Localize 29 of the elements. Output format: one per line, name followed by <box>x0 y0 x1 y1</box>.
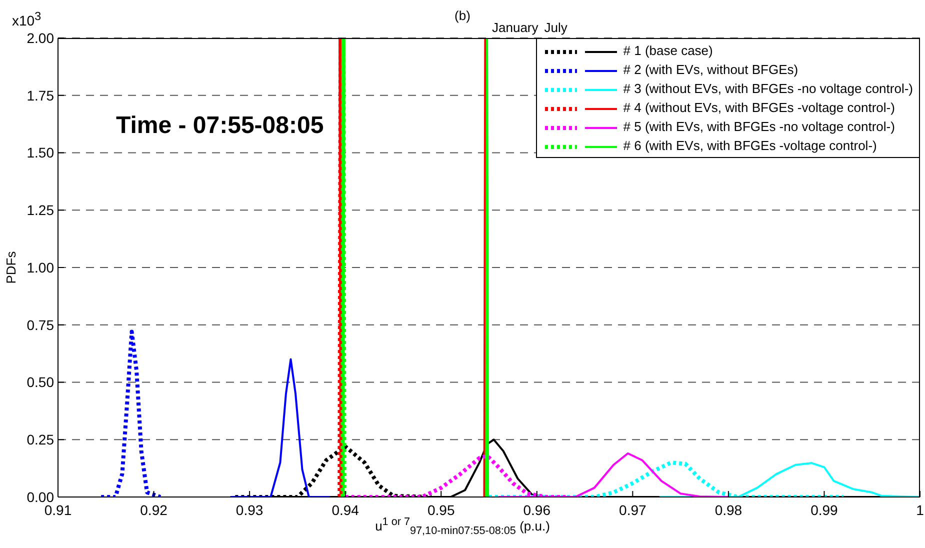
y-tick-label: 0.25 <box>26 432 54 448</box>
y-axis-title: PDFs <box>4 250 18 286</box>
legend-label: # 1 (base case) <box>623 43 713 58</box>
x-tick-label: 0.94 <box>332 502 360 518</box>
legend-label: # 6 (with EVs, with BFGEs -voltage control-) <box>623 138 877 153</box>
x-tick-label: 0.96 <box>523 502 551 518</box>
x-tick-label: 0.99 <box>810 502 838 518</box>
y-tick-label: 0.75 <box>26 316 54 333</box>
x-tick-label: 0.97 <box>619 502 647 518</box>
x-tick-label: 1 <box>916 502 924 518</box>
chart-title: (b) <box>454 8 470 23</box>
legend-label: # 3 (without EVs, with BFGEs -no voltage control-) <box>623 81 913 96</box>
y-tick-label: 1.00 <box>26 259 54 276</box>
x-tick-label: 0.98 <box>714 502 742 518</box>
text: July <box>544 20 568 35</box>
y-tick-label: 0.50 <box>26 374 54 390</box>
text: January <box>492 20 538 35</box>
text: x10$^{3}$ <box>12 10 42 29</box>
legend-label: # 5 (with EVs, with BFGEs -no voltage control-) <box>623 119 895 134</box>
y-tick-label: 1.75 <box>26 87 54 104</box>
y-tick-label: 1.50 <box>26 144 54 161</box>
x-tick-label: 0.92 <box>140 502 168 518</box>
x-tick-label: 0.95 <box>427 502 455 518</box>
legend-label: # 4 (without EVs, with BFGEs -voltage control-) <box>623 100 895 115</box>
y-tick-label: 2.00 <box>26 30 54 46</box>
y-tick-label: 1.25 <box>26 202 54 218</box>
annotation: Time - 07:55-08:05 <box>116 112 324 140</box>
x-tick-label: 0.93 <box>236 502 264 518</box>
legend-label: # 2 (with EVs, without BFGEs) <box>623 62 798 77</box>
